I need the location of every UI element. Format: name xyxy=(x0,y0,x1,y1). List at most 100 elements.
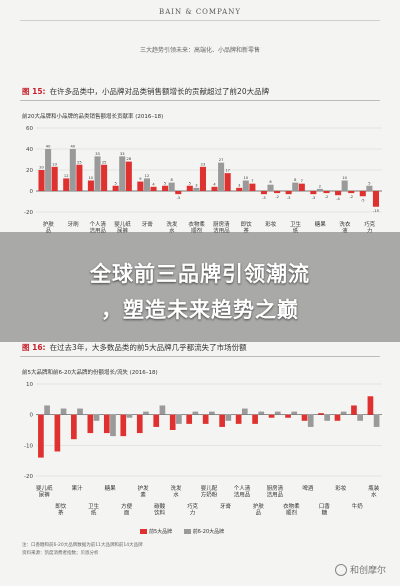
bar-15-1 xyxy=(291,411,298,415)
value-label-8-0: 3 xyxy=(238,183,240,187)
value-label-10-0: -3 xyxy=(287,196,291,200)
bar-6-1 xyxy=(193,187,200,191)
value-label-1-0: 12 xyxy=(64,174,69,178)
value-label-5-0: 5 xyxy=(164,181,166,185)
bar-0-1 xyxy=(45,149,52,191)
bar-9-1 xyxy=(192,411,199,415)
chart1: -200204060204023护肤品124025牙刷103325个人清洁用品5… xyxy=(24,126,382,235)
value-label-3-1: 33 xyxy=(120,152,125,156)
bar-5-2 xyxy=(175,191,182,195)
category-label-0: 护肤品 xyxy=(43,220,55,235)
bar-7-1 xyxy=(159,405,166,415)
chart1-title: 前20大品牌和小品牌的品类销售额增长贡献率 (2016–18) xyxy=(22,114,164,120)
value-label-11-0: -3 xyxy=(312,196,316,200)
watermark-text: 和创摩尔 xyxy=(349,565,386,576)
bar-16-0 xyxy=(301,414,308,421)
value-label-7-1: 27 xyxy=(219,158,224,162)
bar-11-2 xyxy=(323,191,330,194)
bar-18-0 xyxy=(334,414,341,421)
figure15-title-row: 图 15: 在许多品类中，小品牌对品类销售额增长的贡献超过了前20大品牌 xyxy=(22,86,269,97)
bar-11-0 xyxy=(219,414,225,427)
chart2-title: 前5大品牌和前6-20大品牌的份额增长/流失 (2016–18) xyxy=(22,370,158,376)
y-tick-label-2: 0 xyxy=(30,413,34,419)
legend-label-top6-20: 前6-20大品牌 xyxy=(192,529,225,535)
category-label-13: 巧克力 xyxy=(364,221,376,235)
bar-13-2 xyxy=(372,191,380,207)
bar-3-2 xyxy=(125,161,132,191)
bar-2-1 xyxy=(77,408,83,415)
bar-8-2 xyxy=(249,183,256,191)
brand-header: BAIN & COMPANY xyxy=(159,8,241,16)
y-tick-label-3: 10 xyxy=(26,382,33,388)
bar-19-0 xyxy=(351,405,357,415)
bar-3-1 xyxy=(119,156,126,191)
bar-1-1 xyxy=(69,149,76,191)
bar-8-1 xyxy=(242,180,249,191)
source-note-1: 注：口香糖和前6-20大品牌数据为前11大品牌和前14大品牌 xyxy=(22,543,143,548)
value-label-9-2: -2 xyxy=(275,195,279,199)
category-label-3: 婴儿纸尿裤 xyxy=(114,220,131,235)
bar-11-0 xyxy=(310,191,317,195)
bar-1-0 xyxy=(63,178,70,191)
legend-label-top5: 前5大品牌 xyxy=(149,529,173,535)
category-label-5: 洗发水 xyxy=(166,220,178,235)
bar-20-1 xyxy=(373,414,380,427)
value-label-5-1: 8 xyxy=(171,178,174,182)
figure15-rule xyxy=(20,100,380,101)
bar-2-1 xyxy=(94,156,101,191)
category-label-0: 婴儿纸尿裤 xyxy=(36,484,53,499)
bar-12-0 xyxy=(235,414,242,424)
source-note-2: 资料来源：凯度消费者指数；贝恩分析 xyxy=(22,551,99,556)
category-label-19: 牛奶 xyxy=(352,502,364,510)
bar-6-2 xyxy=(199,166,207,191)
value-label-12-0: -4 xyxy=(336,197,340,201)
bar-0-0 xyxy=(38,414,44,458)
category-label-13: 护肤品 xyxy=(253,502,265,517)
bar-15-0 xyxy=(285,414,291,418)
y-tick-label-4: 60 xyxy=(26,126,33,132)
bar-14-0 xyxy=(268,414,275,418)
value-label-13-1: 5 xyxy=(368,181,370,185)
value-label-9-1: 6 xyxy=(269,180,272,184)
value-label-4-0: 9 xyxy=(139,177,142,181)
value-label-8-2: 7 xyxy=(251,179,253,183)
value-label-1-2: 25 xyxy=(77,160,82,164)
y-tick-label-0: -20 xyxy=(24,210,33,216)
header-divider xyxy=(20,20,380,21)
watermark: 和创摩尔 xyxy=(334,563,386,576)
category-label-10: 卫生纸 xyxy=(290,220,302,235)
bar-8-0 xyxy=(169,414,176,430)
bar-2-2 xyxy=(101,164,108,191)
category-label-14: 厨房清洁用品 xyxy=(267,484,284,499)
value-label-11-1: 2 xyxy=(319,184,321,188)
bar-6-0 xyxy=(186,185,193,191)
category-label-12: 洗衣液 xyxy=(339,220,351,235)
bar-7-2 xyxy=(224,173,231,191)
bar-5-0 xyxy=(162,185,169,191)
value-label-0-1: 40 xyxy=(46,145,51,149)
bar-9-1 xyxy=(267,184,274,191)
value-label-6-0: 5 xyxy=(189,181,191,185)
bar-4-2 xyxy=(150,186,157,191)
bar-14-1 xyxy=(274,411,281,415)
category-label-11: 牙膏 xyxy=(220,502,232,510)
category-label-18: 彩妆 xyxy=(335,484,347,492)
bar-2-0 xyxy=(71,414,77,440)
bar-2-0 xyxy=(87,180,94,191)
category-label-16: 啤酒 xyxy=(302,484,314,492)
headline-overlay xyxy=(0,232,400,342)
bar-12-2 xyxy=(348,191,355,194)
value-label-3-2: 28 xyxy=(127,157,132,161)
y-tick-label-3: 40 xyxy=(26,147,33,153)
bar-10-0 xyxy=(202,414,209,424)
category-label-20: 瓶装水 xyxy=(368,484,380,499)
category-label-15: 衣物柔顺剂 xyxy=(283,502,300,517)
bar-8-1 xyxy=(176,414,182,424)
value-label-8-1: 10 xyxy=(244,176,249,180)
category-label-8: 即饮茶 xyxy=(241,220,253,235)
value-label-7-2: 17 xyxy=(225,169,230,173)
value-label-12-1: 10 xyxy=(342,176,347,180)
bar-10-0 xyxy=(285,191,292,195)
category-label-12: 个人清洁用品 xyxy=(234,484,251,499)
value-label-0-2: 23 xyxy=(52,162,57,166)
